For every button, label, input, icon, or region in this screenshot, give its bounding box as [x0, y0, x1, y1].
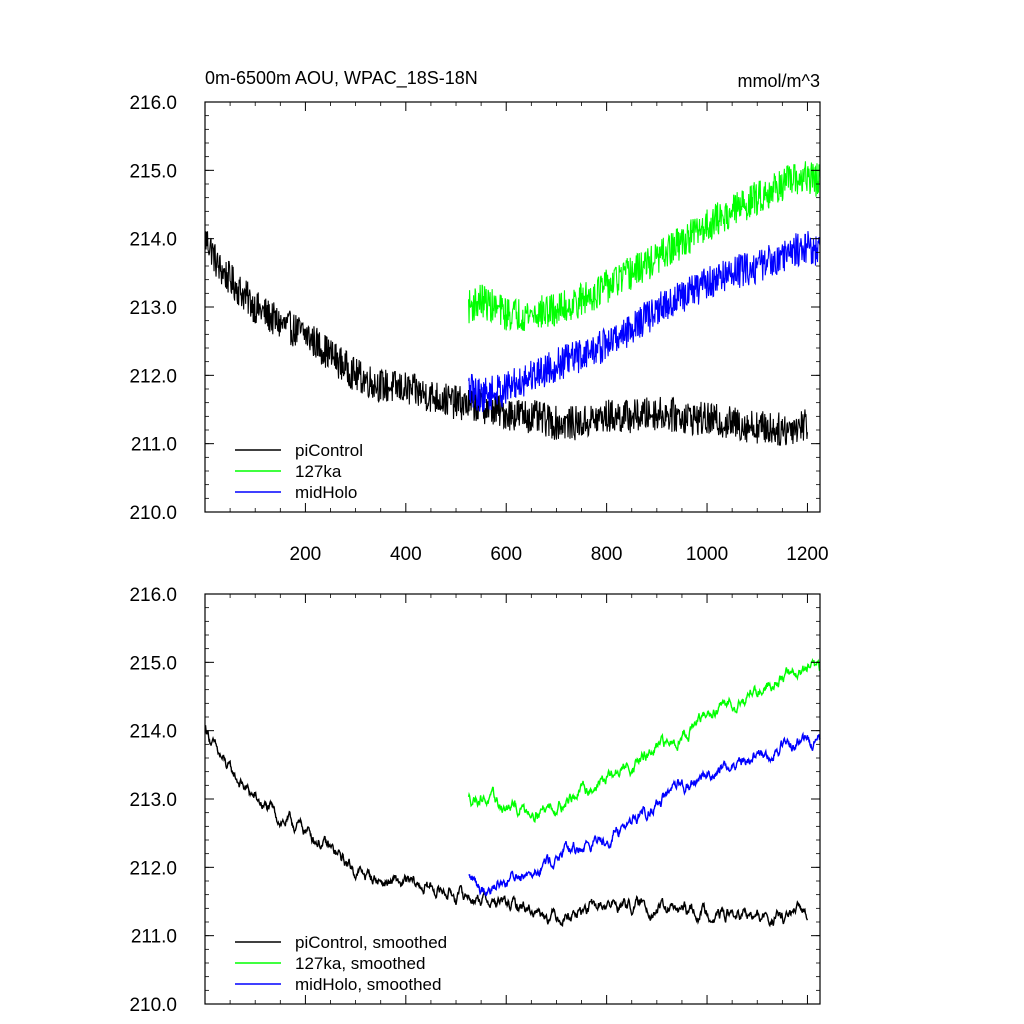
y-tick-label: 214.0 — [129, 722, 177, 743]
series-layer — [204, 657, 821, 928]
y-tick-label: 215.0 — [129, 653, 177, 674]
y-tick-label: 211.0 — [131, 435, 177, 456]
x-tick-label: 600 — [490, 544, 522, 565]
series-layer — [204, 161, 821, 446]
y-tick-label: 213.0 — [129, 298, 177, 319]
legend-label: midHolo, smoothed — [295, 975, 441, 994]
x-tick-label: 400 — [390, 544, 422, 565]
series-line — [204, 231, 808, 446]
legend-label: 127ka, smoothed — [295, 954, 425, 973]
x-tick-label: 200 — [290, 544, 322, 565]
ticks-layer: 210.0 211.0 212.0 213.0 214.0 215.0 216.0 — [129, 585, 820, 1016]
y-tick-label: 210.0 — [129, 503, 177, 524]
y-tick-label: 212.0 — [129, 366, 177, 387]
x-tick-label: 800 — [591, 544, 623, 565]
y-tick-label: 210.0 — [129, 995, 177, 1016]
legend: piControl, smoothed 127ka, smoothed midHol… — [235, 933, 447, 994]
legend-label: piControl, smoothed — [295, 933, 447, 952]
legend: piControl 127ka midHolo — [235, 441, 363, 502]
y-tick-label: 216.0 — [129, 93, 177, 114]
chart-title: 0m-6500m AOU, WPAC_18S-18N — [205, 68, 478, 89]
ticks-layer: 210.0 211.0 212.0 213.0 214.0 215.0 216.0 200 40… — [129, 93, 828, 565]
y-tick-label: 215.0 — [129, 161, 177, 182]
x-tick-label: 1200 — [786, 544, 828, 565]
y-tick-label: 212.0 — [129, 858, 177, 879]
bottom-panel: 210.0 211.0 212.0 213.0 214.0 215.0 216.0 piCo… — [129, 585, 821, 1016]
units-label: mmol/m^3 — [738, 71, 820, 91]
y-tick-label: 214.0 — [129, 230, 177, 251]
series-line — [468, 161, 821, 332]
series-line — [468, 731, 821, 897]
series-line — [468, 231, 821, 412]
series-line — [204, 725, 809, 928]
y-tick-label: 211.0 — [131, 927, 177, 948]
x-tick-label: 1000 — [686, 544, 728, 565]
legend-label: 127ka — [295, 462, 342, 481]
top-panel: 0m-6500m AOU, WPAC_18S-18N mmol/m^3 210.… — [129, 68, 828, 565]
series-line — [467, 657, 821, 824]
y-tick-label: 216.0 — [129, 585, 177, 606]
legend-label: piControl — [295, 441, 363, 460]
y-tick-label: 213.0 — [129, 790, 177, 811]
legend-label: midHolo — [295, 483, 357, 502]
